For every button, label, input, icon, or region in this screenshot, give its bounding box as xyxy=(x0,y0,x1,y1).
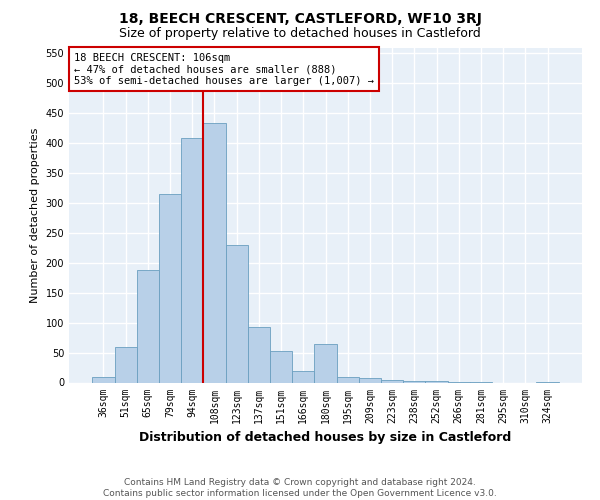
Text: Contains HM Land Registry data © Crown copyright and database right 2024.
Contai: Contains HM Land Registry data © Crown c… xyxy=(103,478,497,498)
Bar xyxy=(181,138,203,382)
Bar xyxy=(115,346,137,382)
Bar xyxy=(159,194,181,382)
Bar xyxy=(381,380,403,382)
Bar xyxy=(337,376,359,382)
Bar xyxy=(226,245,248,382)
Text: 18 BEECH CRESCENT: 106sqm
← 47% of detached houses are smaller (888)
53% of semi: 18 BEECH CRESCENT: 106sqm ← 47% of detac… xyxy=(74,52,374,86)
Bar xyxy=(137,270,159,382)
Text: Size of property relative to detached houses in Castleford: Size of property relative to detached ho… xyxy=(119,28,481,40)
Y-axis label: Number of detached properties: Number of detached properties xyxy=(30,128,40,302)
Bar xyxy=(248,327,270,382)
Bar xyxy=(270,351,292,382)
Bar xyxy=(292,370,314,382)
Bar xyxy=(359,378,381,382)
X-axis label: Distribution of detached houses by size in Castleford: Distribution of detached houses by size … xyxy=(139,431,512,444)
Bar xyxy=(92,376,115,382)
Bar xyxy=(314,344,337,382)
Text: 18, BEECH CRESCENT, CASTLEFORD, WF10 3RJ: 18, BEECH CRESCENT, CASTLEFORD, WF10 3RJ xyxy=(119,12,481,26)
Bar xyxy=(403,380,425,382)
Bar xyxy=(203,124,226,382)
